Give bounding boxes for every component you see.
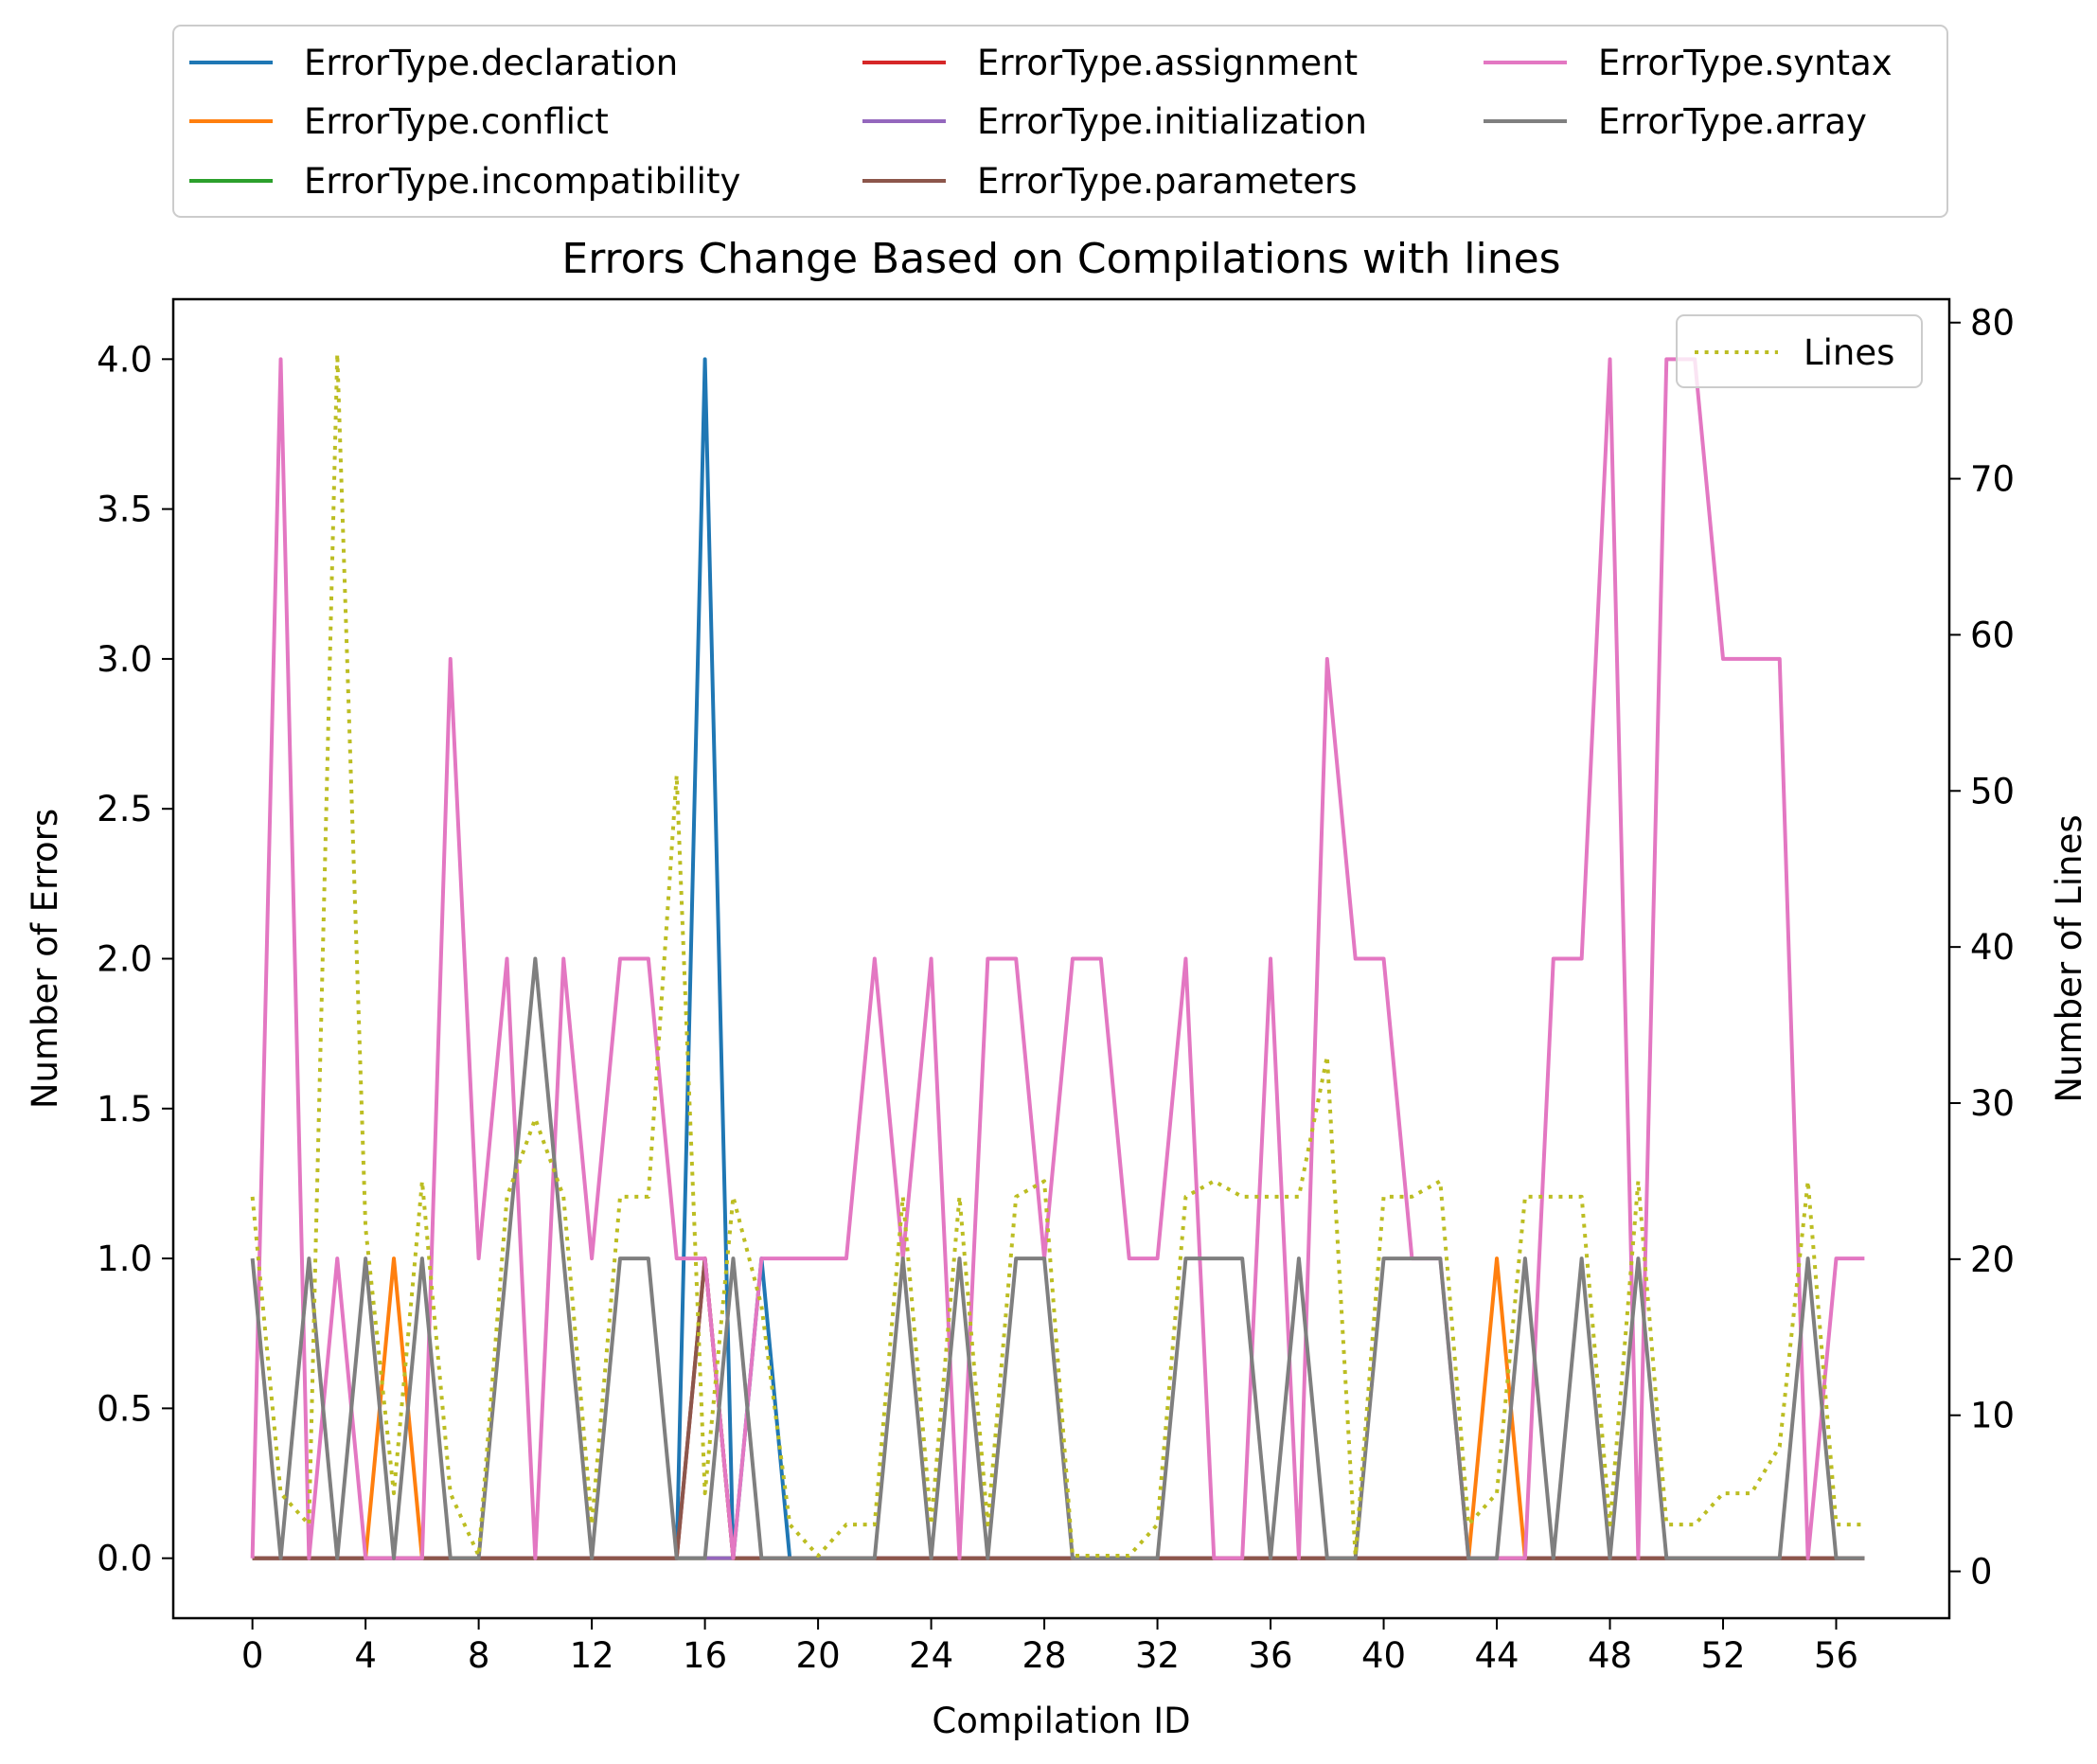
- series-line-errortype-array: [250, 956, 1865, 1560]
- series-line-errortype-syntax: [250, 357, 1865, 1560]
- y-tick-label: 3.0: [97, 639, 152, 680]
- y-tick-label: 0.5: [97, 1388, 152, 1429]
- y2-tick-label: 80: [1970, 303, 2015, 344]
- y-tick-label: 2.5: [97, 789, 152, 829]
- legend-lines-frame: [1676, 314, 1923, 388]
- x-tick-label: 56: [1814, 1635, 1858, 1676]
- legend-label: ErrorType.syntax: [1598, 43, 1893, 83]
- x-tick-label: 16: [683, 1635, 727, 1676]
- y2-tick-label: 40: [1970, 927, 2015, 968]
- legend-label: ErrorType.conflict: [304, 101, 609, 142]
- legend-label: ErrorType.parameters: [977, 161, 1358, 202]
- series-line-errortype-parameters: [252, 1256, 1865, 1560]
- x-tick-label: 24: [909, 1635, 953, 1676]
- x-tick-label: 28: [1022, 1635, 1067, 1676]
- y-tick-label: 1.5: [97, 1089, 152, 1130]
- y-axis-label: Number of Errors: [25, 809, 65, 1109]
- x-tick-label: 4: [354, 1635, 377, 1676]
- y2-axis-label: Number of Lines: [2049, 814, 2089, 1102]
- y-tick-label: 2.0: [97, 939, 152, 980]
- legend-label: ErrorType.incompatibility: [304, 161, 740, 202]
- y2-tick-label: 10: [1970, 1396, 2015, 1436]
- y2-tick-label: 50: [1970, 771, 2015, 811]
- chart-title: Errors Change Based on Compilations with…: [561, 235, 1560, 283]
- x-tick-label: 8: [468, 1635, 490, 1676]
- y2-tick-label: 0: [1970, 1552, 1993, 1593]
- y-tick-label: 3.5: [97, 490, 152, 530]
- y2-tick-label: 30: [1970, 1083, 2015, 1124]
- legend-label: Lines: [1804, 332, 1894, 373]
- legend-errors: ErrorType.declaration ErrorType.conflict E…: [172, 25, 1948, 218]
- y-tick-label: 4.0: [97, 339, 152, 380]
- x-tick-label: 0: [241, 1635, 264, 1676]
- x-tick-label: 52: [1700, 1635, 1745, 1676]
- legend-label: ErrorType.assignment: [977, 43, 1358, 83]
- x-tick-label: 44: [1474, 1635, 1519, 1676]
- x-tick-label: 48: [1588, 1635, 1632, 1676]
- x-tick-label: 36: [1249, 1635, 1293, 1676]
- x-tick-label: 20: [796, 1635, 841, 1676]
- x-axis-label: Compilation ID: [932, 1701, 1190, 1741]
- x-tick-label: 12: [570, 1635, 614, 1676]
- y2-tick-label: 70: [1970, 459, 2015, 500]
- legend-lines: Lines: [1676, 314, 1923, 388]
- legend-errors-frame: [172, 25, 1948, 218]
- y2-tick-label: 20: [1970, 1239, 2015, 1280]
- y-tick-label: 1.0: [97, 1238, 152, 1279]
- legend-label: ErrorType.declaration: [304, 43, 678, 83]
- legend-label: ErrorType.initialization: [977, 101, 1367, 142]
- series-group: [250, 351, 1865, 1560]
- y-tick-label: 0.0: [97, 1539, 152, 1579]
- x-tick-label: 32: [1135, 1635, 1180, 1676]
- legend-label: ErrorType.array: [1598, 101, 1867, 142]
- x-tick-label: 40: [1361, 1635, 1406, 1676]
- y2-tick-label: 60: [1970, 615, 2015, 655]
